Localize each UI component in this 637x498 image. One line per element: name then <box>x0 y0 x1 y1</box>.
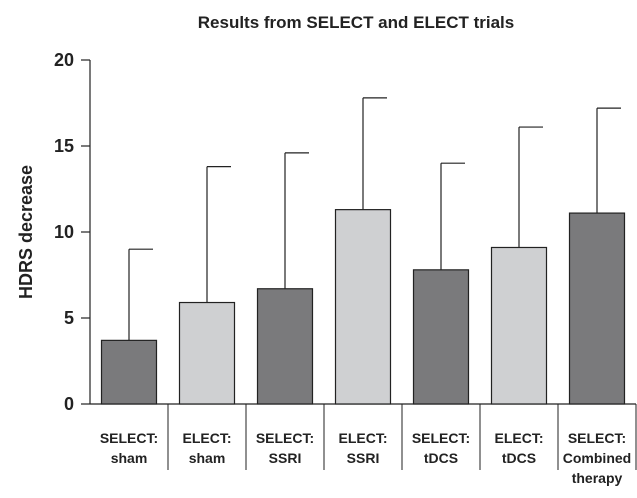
x-tick-label: therapy <box>572 470 623 486</box>
x-tick-label: sham <box>189 450 226 466</box>
x-tick-label: Combined <box>563 450 631 466</box>
plot-area: 0 5 10 15 20 SELECT: sham ELECT: sham SELECT: SSRI… <box>54 50 637 486</box>
bar <box>100 339 158 405</box>
x-tick-label: SSRI <box>269 450 302 466</box>
x-tick-label: ELECT: <box>495 430 544 446</box>
y-tick-label: 15 <box>54 136 74 156</box>
x-tick-label: SSRI <box>347 450 380 466</box>
x-tick-label: SELECT: <box>568 430 626 446</box>
x-tick-label: SELECT: <box>256 430 314 446</box>
bar <box>256 288 314 405</box>
chart-title: Results from SELECT and ELECT trials <box>198 13 514 32</box>
x-tick-label: ELECT: <box>183 430 232 446</box>
y-tick-label: 5 <box>64 308 74 328</box>
x-tick-label: SELECT: <box>412 430 470 446</box>
y-tick-label: 0 <box>64 394 74 414</box>
y-tick-label: 10 <box>54 222 74 242</box>
bar <box>178 301 236 405</box>
bar <box>412 269 470 405</box>
x-tick-label: tDCS <box>424 450 458 466</box>
x-tick-label: SELECT: <box>100 430 158 446</box>
y-axis-label: HDRS decrease <box>16 165 36 299</box>
bar <box>490 246 548 405</box>
bar <box>334 209 392 405</box>
x-tick-label: ELECT: <box>339 430 388 446</box>
y-tick-label: 20 <box>54 50 74 70</box>
x-tick-label: tDCS <box>502 450 536 466</box>
bar <box>568 212 626 405</box>
x-tick-label: sham <box>111 450 148 466</box>
